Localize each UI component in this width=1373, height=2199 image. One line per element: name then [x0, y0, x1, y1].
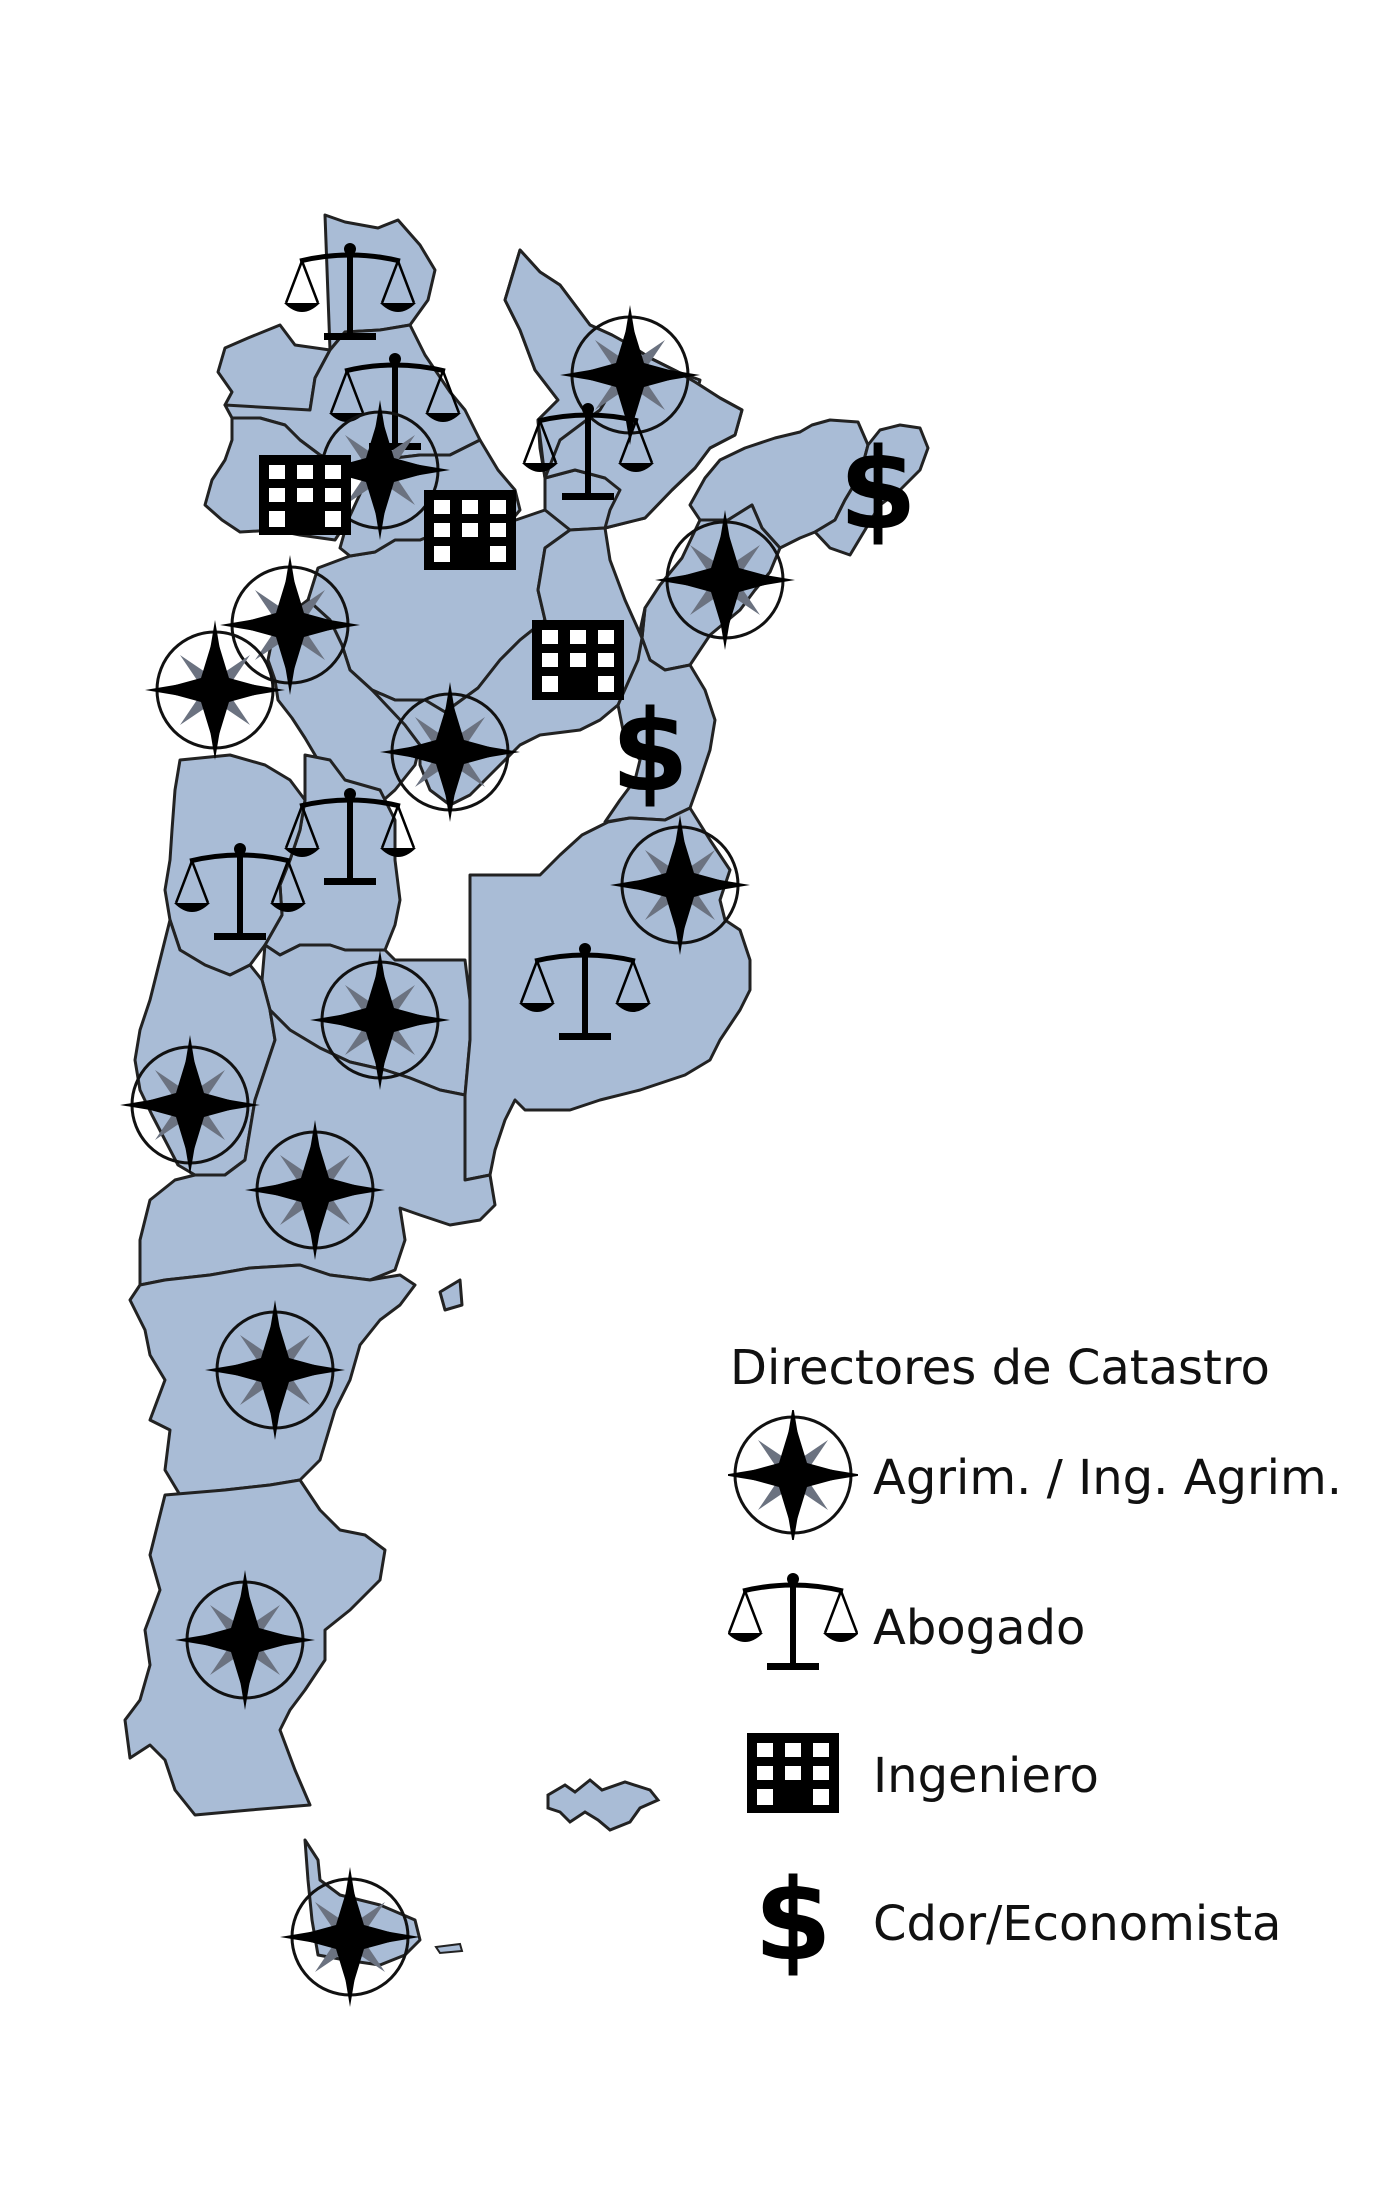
province-symbol-agrimensor: [278, 1865, 422, 2009]
dollar-sign-icon: [754, 1856, 832, 1986]
legend-item-agrimensor: Agrim. / Ing. Agrim.: [728, 1410, 1368, 1540]
isla-de-los-estados: [434, 1942, 464, 1955]
legend-item-cdor-economista: Cdor/Economista: [728, 1856, 1368, 1986]
province-symbol-agrimensor: [143, 618, 287, 762]
legend-label-cdor-economista: Cdor/Economista: [873, 1896, 1282, 1952]
legend-label-ingeniero: Ingeniero: [873, 1748, 1099, 1804]
province-symbol-ingeniero: [424, 490, 516, 570]
province-18: [463, 806, 752, 1182]
malvinas-islands: [546, 1778, 661, 1832]
province-24: [438, 1278, 464, 1312]
legend-item-ingeniero: Ingeniero: [728, 1708, 1368, 1838]
province-16: [163, 753, 307, 977]
compass-rose-icon: [728, 1410, 858, 1540]
building-icon: [747, 1733, 839, 1813]
legend-label-agrimensor: Agrim. / Ing. Agrim.: [873, 1450, 1343, 1506]
scales-of-justice-icon: [728, 1560, 858, 1690]
legend-label-abogado: Abogado: [873, 1600, 1086, 1656]
province-symbol-cdor-economista: [611, 687, 689, 817]
legend-item-abogado: Abogado: [728, 1560, 1368, 1690]
province-symbol-ingeniero: [259, 455, 351, 535]
legend-title: Directores de Catastro: [730, 1340, 1270, 1396]
province-symbol-cdor-economista: [839, 425, 917, 555]
